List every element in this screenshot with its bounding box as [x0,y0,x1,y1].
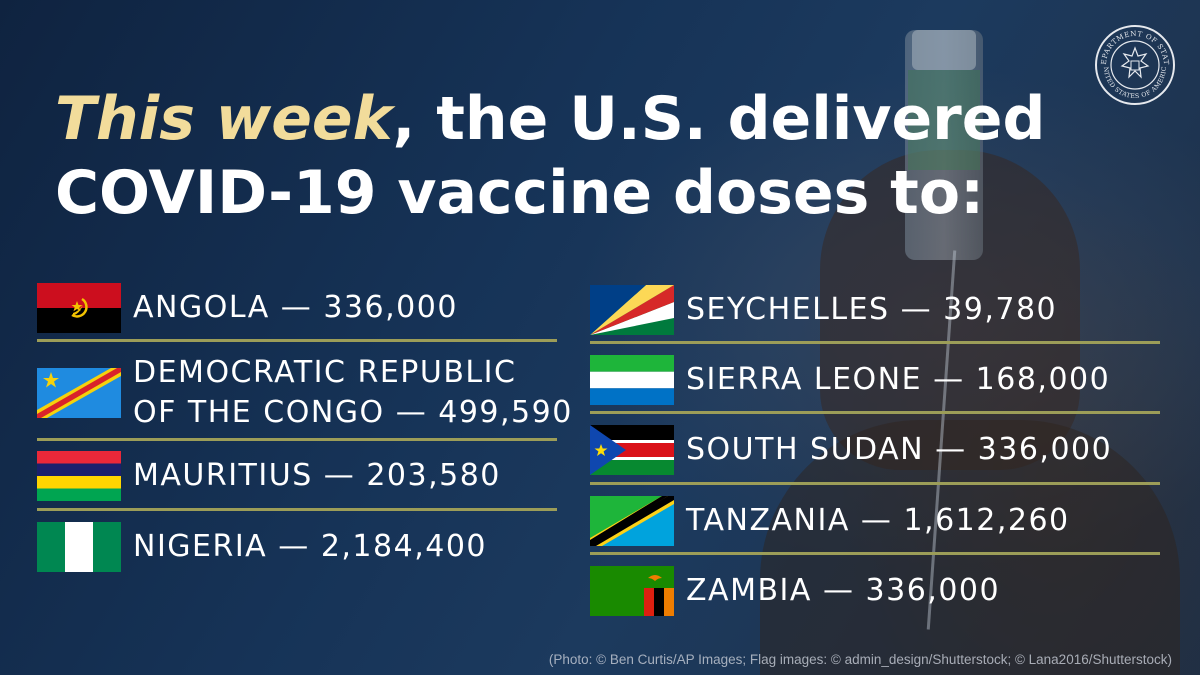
headline-line2: COVID-19 vaccine doses to: [55,158,985,228]
country-name-line1: DEMOCRATIC REPUBLIC [133,355,517,390]
country-name-line2: OF THE CONGO [133,395,385,430]
dose-count: 2,184,400 [320,529,487,564]
divider [37,508,557,511]
right-country-list: SEYCHELLES — 39,780 SIERRA LEONE — 168,0… [590,0,1160,675]
country-label: SEYCHELLES — 39,780 [686,290,1057,330]
country-name: ANGOLA [133,290,270,325]
country-label: SOUTH SUDAN — 336,000 [686,430,1112,470]
country-name: MAURITIUS [133,458,313,493]
list-item-angola: ANGOLA — 336,000 [37,283,458,333]
divider [590,552,1160,555]
drc-flag-icon [37,368,121,418]
dash: — [935,432,967,467]
headline-highlight: This week [55,84,393,154]
south-sudan-flag-icon [590,425,674,475]
mauritius-flag-icon [37,451,121,501]
country-label: ANGOLA — 336,000 [133,288,458,328]
dash: — [395,395,428,430]
divider [37,438,557,441]
dash: — [822,573,855,608]
list-item-zambia: ZAMBIA — 336,000 [590,566,1000,616]
country-name: SOUTH SUDAN [686,432,925,467]
zambia-flag-icon [590,566,674,616]
sierra-leone-flag-icon [590,355,674,405]
tanzania-flag-icon [590,496,674,546]
dose-count: 203,580 [366,458,501,493]
divider [590,341,1160,344]
country-name: SEYCHELLES [686,292,890,327]
dash: — [323,458,356,493]
list-item-south-sudan: SOUTH SUDAN — 336,000 [590,425,1112,475]
dose-count: 39,780 [943,292,1058,327]
list-item-seychelles: SEYCHELLES — 39,780 [590,285,1057,335]
country-label: DEMOCRATIC REPUBLIC OF THE CONGO — 499,59… [133,353,573,433]
dose-count: 336,000 [865,573,1001,608]
nigeria-flag-icon [37,522,121,572]
department-of-state-seal-icon: DEPARTMENT OF STATE UNITED STATES OF AME… [1094,24,1175,105]
dose-count: 499,590 [438,395,573,430]
headline: This week, the U.S. delivered COVID-19 v… [55,82,1045,230]
divider [590,482,1160,485]
list-item-tanzania: TANZANIA — 1,612,260 [590,496,1070,546]
dash: — [280,290,313,325]
country-name: SIERRA LEONE [686,362,923,397]
dose-count: 1,612,260 [903,503,1070,538]
divider [590,411,1160,414]
dose-count: 336,000 [977,432,1113,467]
list-item-mauritius: MAURITIUS — 203,580 [37,451,501,501]
country-label: SIERRA LEONE — 168,000 [686,360,1110,400]
dash: — [933,362,965,397]
dash: — [278,529,310,564]
left-country-list: ANGOLA — 336,000 DEMOCRATIC REPUBLIC OF T… [37,0,571,675]
seychelles-flag-icon [590,285,674,335]
country-name: ZAMBIA [686,573,812,608]
country-label: TANZANIA — 1,612,260 [686,501,1070,541]
dash: — [900,292,933,327]
dose-count: 336,000 [323,290,458,325]
country-label: NIGERIA — 2,184,400 [133,527,487,567]
country-name: TANZANIA [686,503,850,538]
country-name: NIGERIA [133,529,268,564]
country-label: MAURITIUS — 203,580 [133,456,501,496]
divider [37,339,557,342]
dose-count: 168,000 [975,362,1111,397]
dash: — [860,503,893,538]
list-item-nigeria: NIGERIA — 2,184,400 [37,522,487,572]
list-item-sierra-leone: SIERRA LEONE — 168,000 [590,355,1110,405]
angola-flag-icon [37,283,121,333]
photo-credit: (Photo: © Ben Curtis/AP Images; Flag ima… [548,652,1172,667]
headline-line1-rest: , the U.S. delivered [392,84,1046,154]
list-item-drc: DEMOCRATIC REPUBLIC OF THE CONGO — 499,59… [37,353,573,433]
country-label: ZAMBIA — 336,000 [686,571,1000,611]
